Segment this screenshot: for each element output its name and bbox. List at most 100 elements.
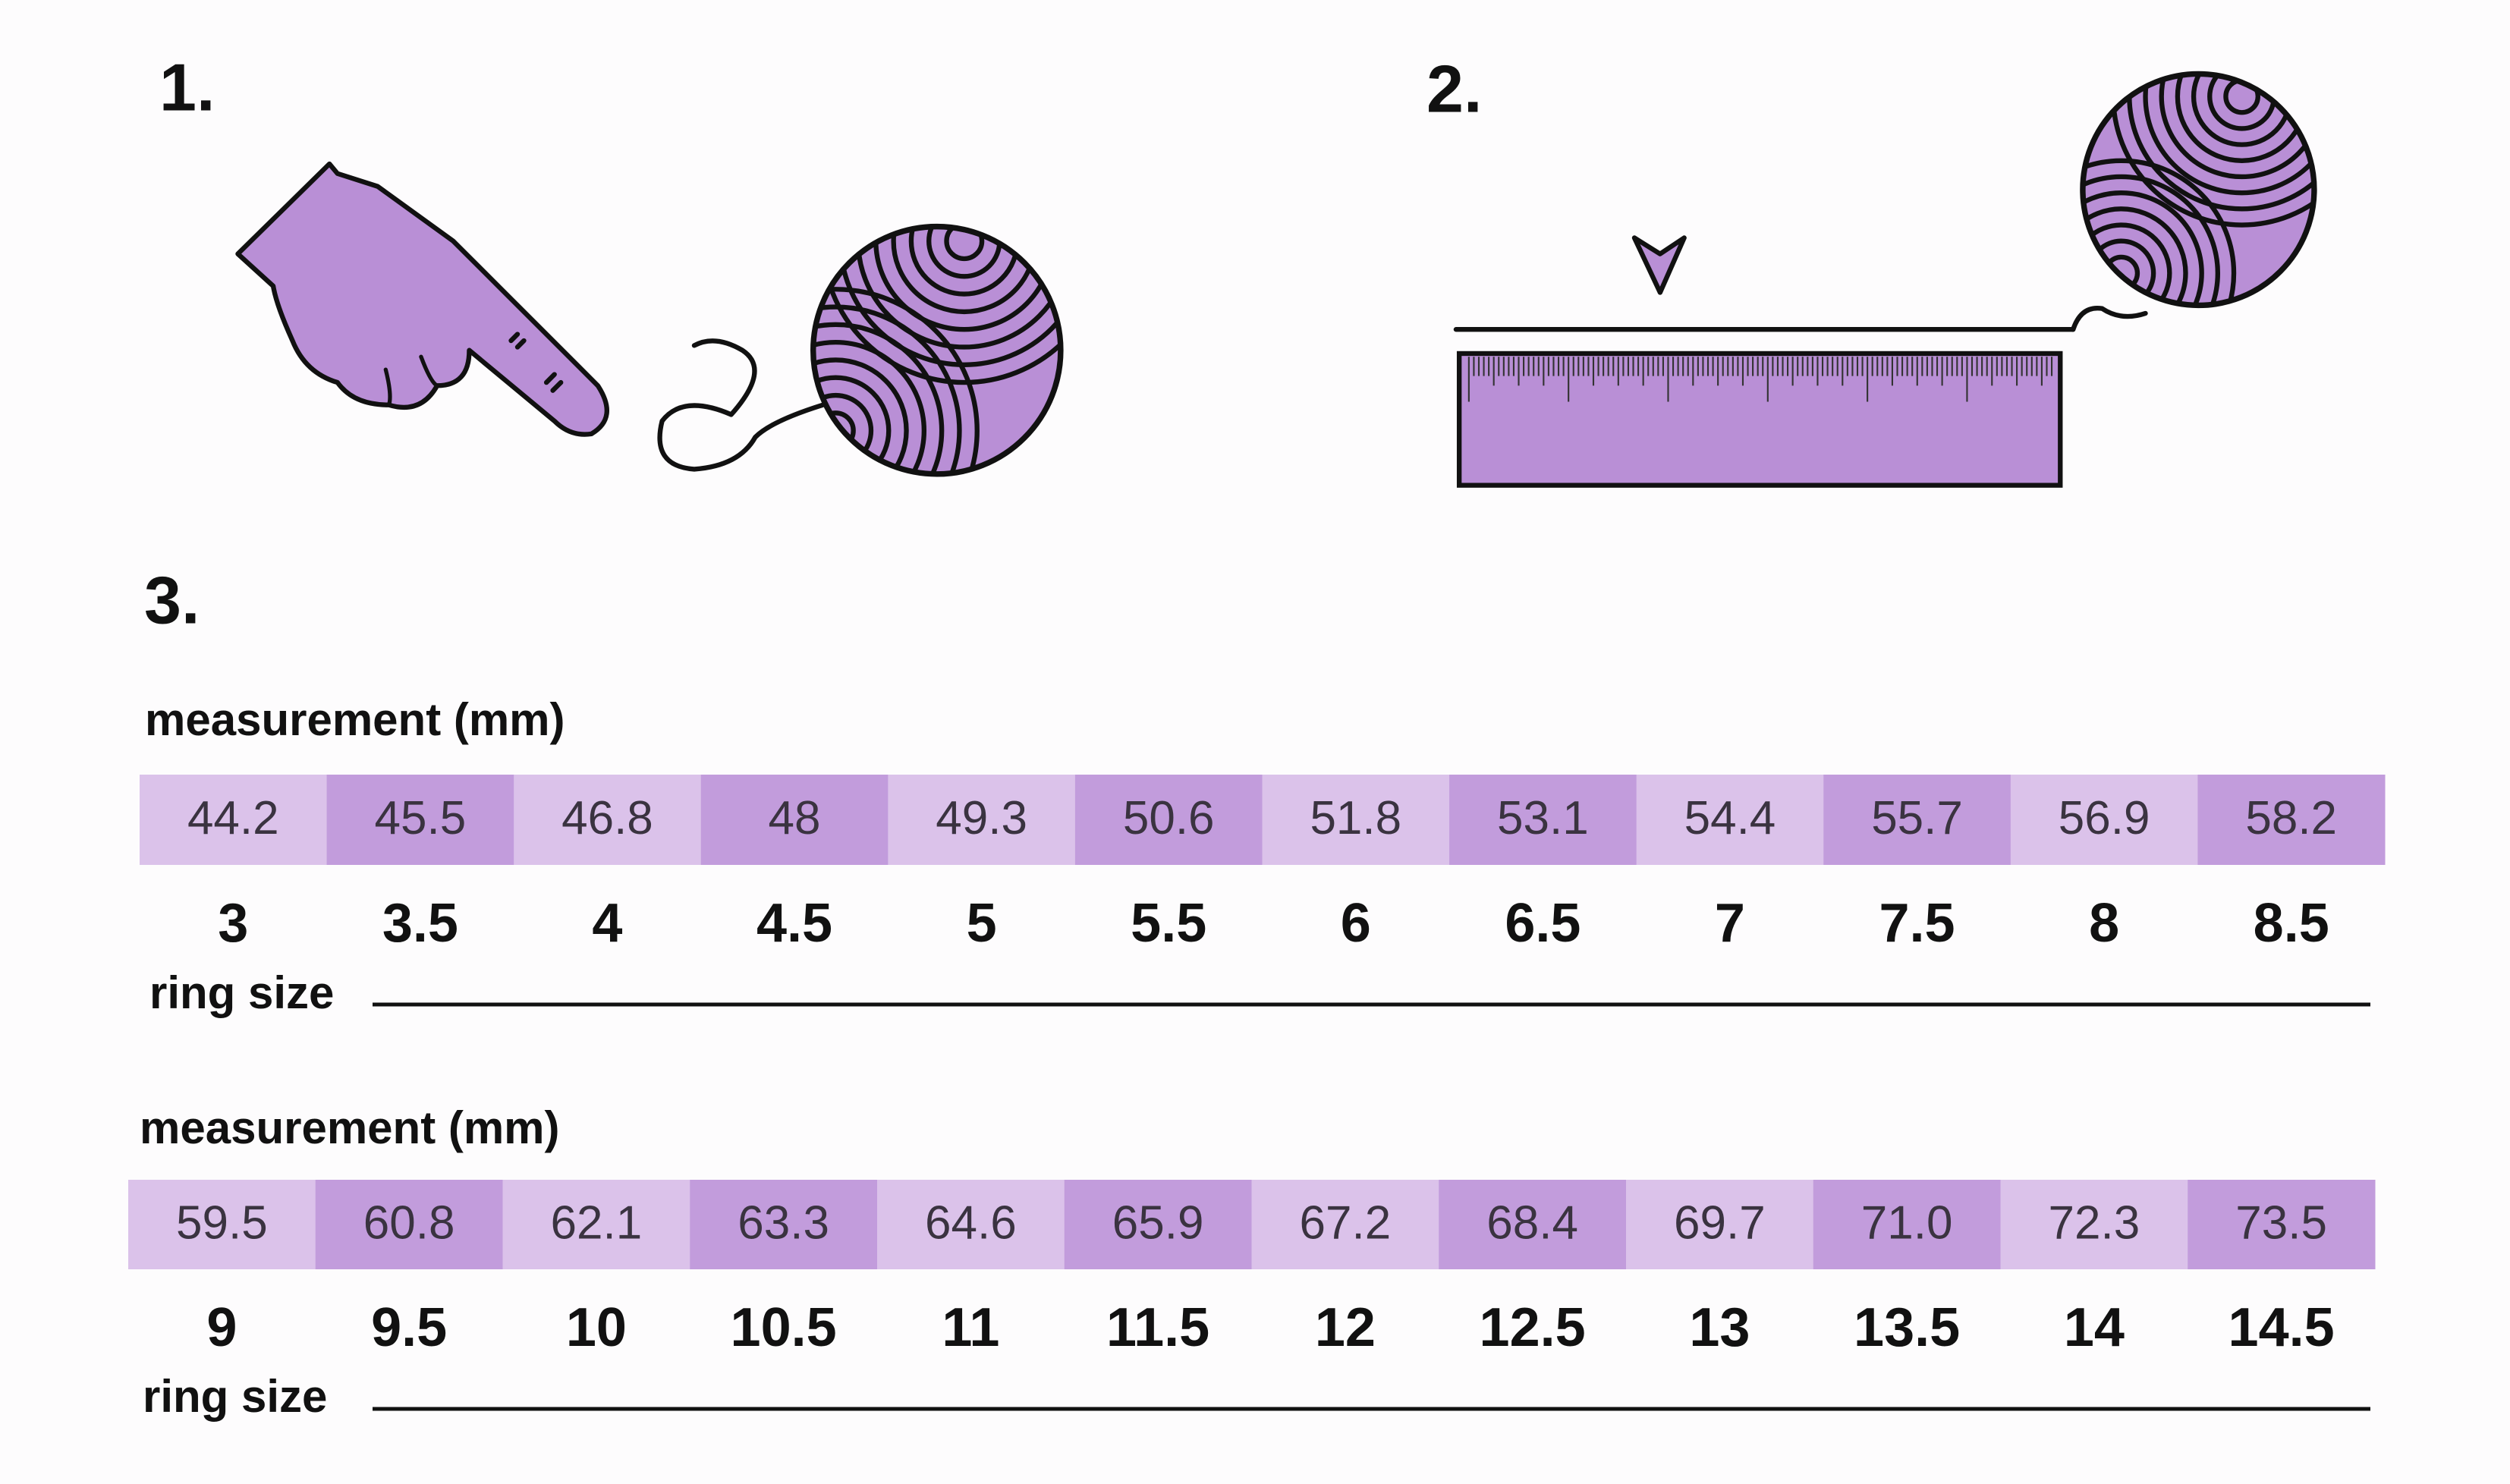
measurement-cell <box>326 775 514 865</box>
yarn-ball <box>813 226 1061 474</box>
yarn-line <box>2082 190 2204 306</box>
measurement-value: 71.0 <box>1861 1196 1953 1249</box>
measurement-cell <box>514 775 702 865</box>
measurement-value: 72.3 <box>2049 1196 2140 1249</box>
ring-size: 12 <box>1315 1297 1376 1358</box>
ring-size: 11 <box>942 1297 999 1358</box>
ring-size: 13.5 <box>1854 1297 1960 1358</box>
ring-size: 14 <box>2064 1297 2125 1358</box>
ring-size: 3 <box>218 893 248 954</box>
ring-size: 6.5 <box>1505 893 1581 954</box>
measurement-value: 48 <box>769 792 821 844</box>
ring-size: 14.5 <box>2228 1297 2335 1358</box>
measurement-value: 69.7 <box>1674 1196 1766 1249</box>
yarn-line <box>2159 74 2314 180</box>
step-number: 1. <box>159 49 215 124</box>
measurement-cell <box>1251 1180 1439 1269</box>
yarn-line <box>2082 206 2188 306</box>
measurement-value: 65.9 <box>1112 1196 1204 1249</box>
measurement-value: 63.3 <box>738 1196 829 1249</box>
measurement-value: 49.3 <box>936 792 1027 844</box>
hand-icon <box>235 161 609 437</box>
measurement-value: 50.6 <box>1123 792 1215 844</box>
ring-size: 4.5 <box>756 893 832 954</box>
measurement-cell <box>1262 775 1450 865</box>
measurement-cell <box>1636 775 1824 865</box>
ring-size: 9.5 <box>371 1297 447 1358</box>
ring-size: 10.5 <box>731 1297 837 1358</box>
ring-size: 6 <box>1341 893 1371 954</box>
measurement-cell <box>1064 1180 1252 1269</box>
measurement-value: 68.4 <box>1486 1196 1578 1249</box>
measurement-value: 67.2 <box>1300 1196 1392 1249</box>
measurement-cell <box>2197 775 2386 865</box>
measurement-value: 53.1 <box>1497 792 1589 844</box>
measurement-value: 45.5 <box>375 792 467 844</box>
ring-size: 8.5 <box>2254 893 2329 954</box>
step-number: 3. <box>144 562 200 637</box>
measurement-cell <box>2010 775 2198 865</box>
yarn-line <box>2082 222 2172 306</box>
measurement-value: 54.4 <box>1684 792 1776 844</box>
ring-size: 5.5 <box>1131 893 1206 954</box>
ring-size-label: ring size <box>149 967 334 1018</box>
measurement-cell <box>888 775 1076 865</box>
measurement-value: 51.8 <box>1310 792 1401 844</box>
ring-size: 7 <box>1715 893 1745 954</box>
ruler <box>1456 351 2063 488</box>
measurement-cell <box>1813 1180 2001 1269</box>
ring-size: 8 <box>2089 893 2119 954</box>
yarn-line <box>813 322 945 474</box>
measurement-cell <box>315 1180 503 1269</box>
measurement-label: measurement (mm) <box>145 694 565 745</box>
ring-size: 12.5 <box>1480 1297 1586 1358</box>
measurement-value: 59.5 <box>176 1196 268 1249</box>
measurement-cell <box>2188 1180 2376 1269</box>
yarn-line <box>813 339 927 474</box>
ring-size: 13 <box>1689 1297 1750 1358</box>
measurement-cell <box>1439 1180 1627 1269</box>
step-number: 2. <box>1426 51 1482 126</box>
yarn-line <box>2082 174 2221 306</box>
measurement-value: 58.2 <box>2245 792 2337 844</box>
measurement-value: 64.6 <box>925 1196 1017 1249</box>
yarn-line <box>813 287 980 474</box>
measurement-cell <box>2000 1180 2188 1269</box>
ring-size: 5 <box>967 893 997 954</box>
ring-size: 11.5 <box>1106 1297 1209 1358</box>
yarn-line <box>813 357 909 474</box>
yarn-line <box>813 304 962 474</box>
yarn-line <box>2143 74 2314 196</box>
measurement-cell <box>700 775 889 865</box>
ring-size-label: ring size <box>143 1371 327 1422</box>
measurement-cell <box>1823 775 2011 865</box>
measurement-cell <box>1074 775 1263 865</box>
measurement-value: 55.7 <box>1871 792 1963 844</box>
measurement-value: 62.1 <box>551 1196 643 1249</box>
ring-size: 10 <box>566 1297 627 1358</box>
measurement-cell <box>140 775 328 865</box>
yarn-line <box>944 226 985 262</box>
yarn-line <box>813 375 892 474</box>
measurement-cell <box>128 1180 316 1269</box>
measurement-label: measurement (mm) <box>140 1102 560 1153</box>
measurement-value: 44.2 <box>187 792 279 844</box>
measurement-value: 56.9 <box>2059 792 2150 844</box>
measurement-cell <box>690 1180 878 1269</box>
measurement-cell <box>502 1180 690 1269</box>
measurement-cell <box>1449 775 1637 865</box>
measurement-value: 60.8 <box>363 1196 455 1249</box>
marker-arrow <box>1631 235 1687 295</box>
illustrations <box>235 71 2317 488</box>
ring-size: 4 <box>592 893 622 954</box>
ring-size: 3.5 <box>382 893 458 954</box>
yarn-line <box>2082 158 2237 306</box>
measurement-cell <box>1626 1180 1814 1269</box>
size-tables: measurement (mm) 44.2 3 45.5 3.5 46.8 4 48 4.5 49… <box>128 694 2386 1422</box>
measurement-value: 46.8 <box>561 792 653 844</box>
measurement-cell <box>877 1180 1065 1269</box>
measurement-value: 73.5 <box>2235 1196 2327 1249</box>
ring-size: 9 <box>206 1297 237 1358</box>
ring-size: 7.5 <box>1879 893 1955 954</box>
